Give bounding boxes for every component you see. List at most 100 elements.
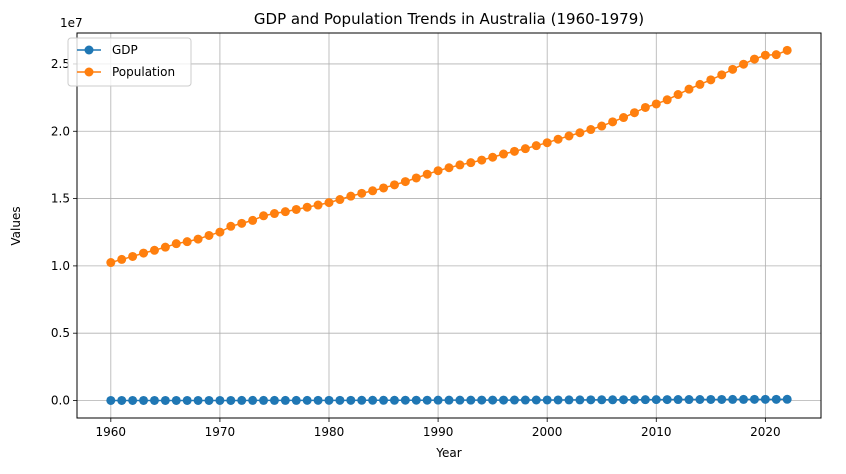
population-point bbox=[477, 155, 487, 165]
population-point bbox=[651, 99, 661, 109]
gdp-point bbox=[488, 395, 498, 405]
population-point bbox=[357, 188, 367, 198]
legend-population-label: Population bbox=[112, 65, 175, 79]
population-point bbox=[466, 158, 476, 168]
gdp-point bbox=[248, 395, 258, 405]
population-point bbox=[346, 191, 356, 201]
population-line bbox=[110, 49, 788, 264]
y-axis-label: Values bbox=[9, 206, 23, 245]
plot-frame bbox=[76, 32, 822, 419]
gdp-point bbox=[368, 395, 378, 405]
gdp-point bbox=[182, 395, 192, 405]
chart-title: GDP and Population Trends in Australia (… bbox=[254, 10, 644, 28]
gdp-point bbox=[455, 395, 465, 405]
gdp-point bbox=[542, 395, 552, 405]
gdp-point bbox=[313, 395, 323, 405]
y-tick-label: 0.5 bbox=[51, 326, 70, 340]
gdp-point bbox=[433, 395, 443, 405]
population-point bbox=[379, 183, 389, 193]
population-point bbox=[760, 50, 770, 60]
gdp-point bbox=[259, 395, 269, 405]
gdp-point bbox=[782, 394, 792, 404]
x-tick-label: 1960 bbox=[96, 425, 127, 439]
series-population bbox=[106, 45, 792, 268]
gdp-point bbox=[389, 395, 399, 405]
gdp-point bbox=[651, 395, 661, 405]
gdp-point bbox=[695, 395, 705, 405]
gdp-point bbox=[662, 395, 672, 405]
population-point bbox=[433, 166, 443, 176]
x-tick-label: 1980 bbox=[314, 425, 345, 439]
population-point bbox=[695, 79, 705, 89]
population-point bbox=[182, 237, 192, 247]
gdp-point bbox=[335, 395, 345, 405]
gdp-point bbox=[509, 395, 519, 405]
series-layer bbox=[106, 45, 792, 405]
population-point bbox=[269, 209, 279, 219]
y-tick-label: 2.5 bbox=[51, 57, 70, 71]
gdp-point bbox=[706, 394, 716, 404]
population-point bbox=[455, 160, 465, 170]
population-point bbox=[619, 113, 629, 123]
population-point bbox=[662, 95, 672, 105]
population-point bbox=[248, 215, 258, 225]
population-point bbox=[520, 144, 530, 154]
gdp-point bbox=[739, 394, 749, 404]
y-tick-label: 2.0 bbox=[51, 124, 70, 138]
population-point bbox=[782, 45, 792, 55]
population-point bbox=[531, 141, 541, 151]
population-point bbox=[488, 152, 498, 162]
population-point bbox=[368, 186, 378, 196]
y-tick-label: 1.5 bbox=[51, 192, 70, 206]
population-point bbox=[389, 180, 399, 190]
gdp-point bbox=[357, 395, 367, 405]
population-point bbox=[728, 64, 738, 74]
gdp-point bbox=[269, 395, 279, 405]
gdp-point bbox=[193, 395, 203, 405]
gdp-point bbox=[139, 395, 149, 405]
x-tick-label: 1990 bbox=[423, 425, 454, 439]
population-point bbox=[684, 84, 694, 94]
x-tick-label: 2020 bbox=[750, 425, 781, 439]
population-point bbox=[204, 230, 214, 240]
population-point bbox=[542, 138, 552, 148]
population-point bbox=[139, 248, 149, 258]
population-point bbox=[673, 90, 683, 100]
gdp-point bbox=[204, 395, 214, 405]
y-tick-label: 0.0 bbox=[51, 394, 70, 408]
population-point bbox=[335, 195, 345, 205]
population-point bbox=[302, 202, 312, 212]
gdp-point bbox=[760, 394, 770, 404]
population-point bbox=[160, 242, 170, 252]
gdp-point bbox=[564, 395, 574, 405]
gdp-point bbox=[324, 395, 334, 405]
population-point bbox=[575, 128, 585, 138]
population-point bbox=[128, 251, 138, 261]
gdp-point bbox=[346, 395, 356, 405]
population-point bbox=[739, 59, 749, 69]
gdp-point bbox=[422, 395, 432, 405]
gdp-point bbox=[149, 395, 159, 405]
gdp-point bbox=[466, 395, 476, 405]
population-point bbox=[280, 207, 290, 217]
population-point bbox=[597, 121, 607, 131]
gdp-point bbox=[619, 395, 629, 405]
population-point bbox=[411, 173, 421, 183]
population-point bbox=[629, 108, 639, 118]
gdp-point bbox=[237, 395, 247, 405]
population-point bbox=[237, 218, 247, 228]
population-point bbox=[586, 125, 596, 135]
gdp-point bbox=[629, 395, 639, 405]
population-point bbox=[324, 198, 334, 208]
legend-gdp-marker bbox=[84, 45, 94, 55]
gdp-point bbox=[586, 395, 596, 405]
population-point bbox=[564, 131, 574, 141]
legend-population-marker bbox=[84, 67, 94, 77]
gdp-point bbox=[575, 395, 585, 405]
y-scale-offset: 1e7 bbox=[60, 16, 83, 30]
gdp-point bbox=[106, 395, 116, 405]
gdp-point bbox=[477, 395, 487, 405]
population-point bbox=[400, 177, 410, 187]
gdp-point bbox=[379, 395, 389, 405]
legend: GDP Population bbox=[67, 37, 192, 87]
